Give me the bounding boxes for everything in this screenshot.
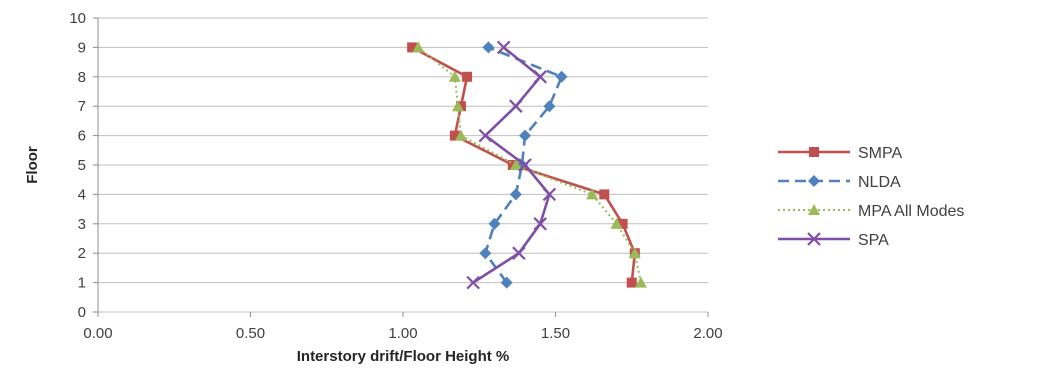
- data-point-smpa-floor-4: [599, 189, 610, 200]
- data-point-nlda-floor-4: [509, 188, 522, 201]
- legend-marker-mpa-all-modes: [808, 204, 820, 215]
- legend-marker-nlda: [808, 175, 820, 187]
- y-tick-label-2: 2: [78, 245, 86, 262]
- data-point-spa-floor-1: [466, 275, 480, 290]
- data-point-smpa-floor-3: [617, 218, 628, 229]
- y-tick-label-0: 0: [78, 304, 86, 321]
- data-point-spa-floor-2: [512, 246, 526, 260]
- y-axis-title: Floor: [24, 146, 41, 184]
- y-tick-label-10: 10: [69, 10, 86, 27]
- data-point-mpa-all-modes-floor-3: [610, 217, 623, 229]
- data-point-nlda-floor-6: [519, 129, 531, 142]
- data-point-nlda-floor-9: [482, 41, 495, 54]
- y-tick-label-3: 3: [78, 216, 86, 233]
- data-point-mpa-all-modes-floor-8: [448, 70, 461, 82]
- data-point-mpa-all-modes-floor-5: [509, 159, 522, 170]
- y-tick-label-6: 6: [78, 128, 86, 145]
- series-line-nlda: [484, 46, 563, 284]
- legend-label-mpa-all-modes: MPA All Modes: [858, 203, 964, 220]
- legend-item-nlda: NLDA: [778, 174, 901, 191]
- data-point-mpa-all-modes-floor-9: [412, 41, 425, 53]
- x-tick-label-0.50: 0.50: [236, 325, 265, 342]
- x-tick-label-1.50: 1.50: [541, 325, 570, 342]
- x-tick-label-1.00: 1.00: [388, 325, 417, 342]
- data-point-spa-floor-5: [518, 158, 532, 172]
- series-mpa-all-modes: [412, 41, 647, 288]
- data-point-mpa-all-modes-floor-1: [634, 276, 647, 288]
- x-tick-label-0.00: 0.00: [83, 325, 112, 342]
- gridlines: [98, 17, 708, 313]
- legend-label-nlda: NLDA: [858, 174, 901, 191]
- legend: SMPA NLDA MPA All Modes SPA: [778, 145, 964, 249]
- data-point-mpa-all-modes-floor-4: [586, 188, 599, 200]
- legend-item-spa: SPA: [778, 232, 889, 249]
- axes: [93, 17, 709, 317]
- y-tick-label-5: 5: [78, 157, 86, 174]
- data-point-spa-floor-8: [533, 70, 548, 84]
- data-point-spa-floor-7: [509, 99, 523, 113]
- data-point-mpa-all-modes-floor-7: [451, 100, 464, 112]
- legend-label-spa: SPA: [858, 232, 889, 249]
- y-tick-label-1: 1: [78, 275, 86, 292]
- data-point-spa-floor-4: [542, 187, 557, 202]
- tick-labels: 0 1 2 3 4 5 6 7 8 9 10 0.00 0.50 1.00 1.50 2.00: [69, 10, 722, 342]
- series-line-mpa-all-modes: [417, 46, 642, 283]
- y-tick-label-8: 8: [78, 69, 86, 86]
- data-point-nlda-floor-1: [500, 276, 513, 289]
- data-point-spa-floor-9: [496, 40, 511, 55]
- legend-item-smpa: SMPA: [778, 145, 902, 162]
- data-point-mpa-all-modes-floor-2: [628, 247, 641, 259]
- legend-item-mpa-all-modes: MPA All Modes: [778, 203, 964, 220]
- legend-marker-spa: [807, 232, 821, 246]
- data-point-mpa-all-modes-floor-6: [454, 129, 467, 141]
- y-tick-label-9: 9: [78, 39, 86, 56]
- data-point-nlda-floor-3: [488, 217, 501, 230]
- data-point-smpa-floor-1: [626, 277, 637, 288]
- legend-marker-smpa: [809, 147, 819, 157]
- series-spa: [466, 40, 557, 290]
- x-axis-title: Interstory drift/Floor Height %: [297, 348, 510, 365]
- data-point-smpa-floor-8: [462, 71, 473, 82]
- x-tick-label-2.00: 2.00: [693, 325, 722, 342]
- data-point-smpa-floor-6: [449, 130, 460, 141]
- series: [407, 40, 647, 290]
- data-point-spa-floor-6: [478, 128, 493, 143]
- data-point-smpa-floor-9: [407, 42, 418, 53]
- data-point-nlda-floor-8: [555, 70, 568, 83]
- data-point-nlda-floor-7: [543, 100, 556, 113]
- y-tick-label-7: 7: [78, 98, 86, 115]
- legend-label-smpa: SMPA: [858, 145, 902, 162]
- y-tick-label-4: 4: [78, 186, 86, 203]
- data-point-spa-floor-3: [533, 217, 548, 231]
- data-point-nlda-floor-2: [479, 247, 492, 260]
